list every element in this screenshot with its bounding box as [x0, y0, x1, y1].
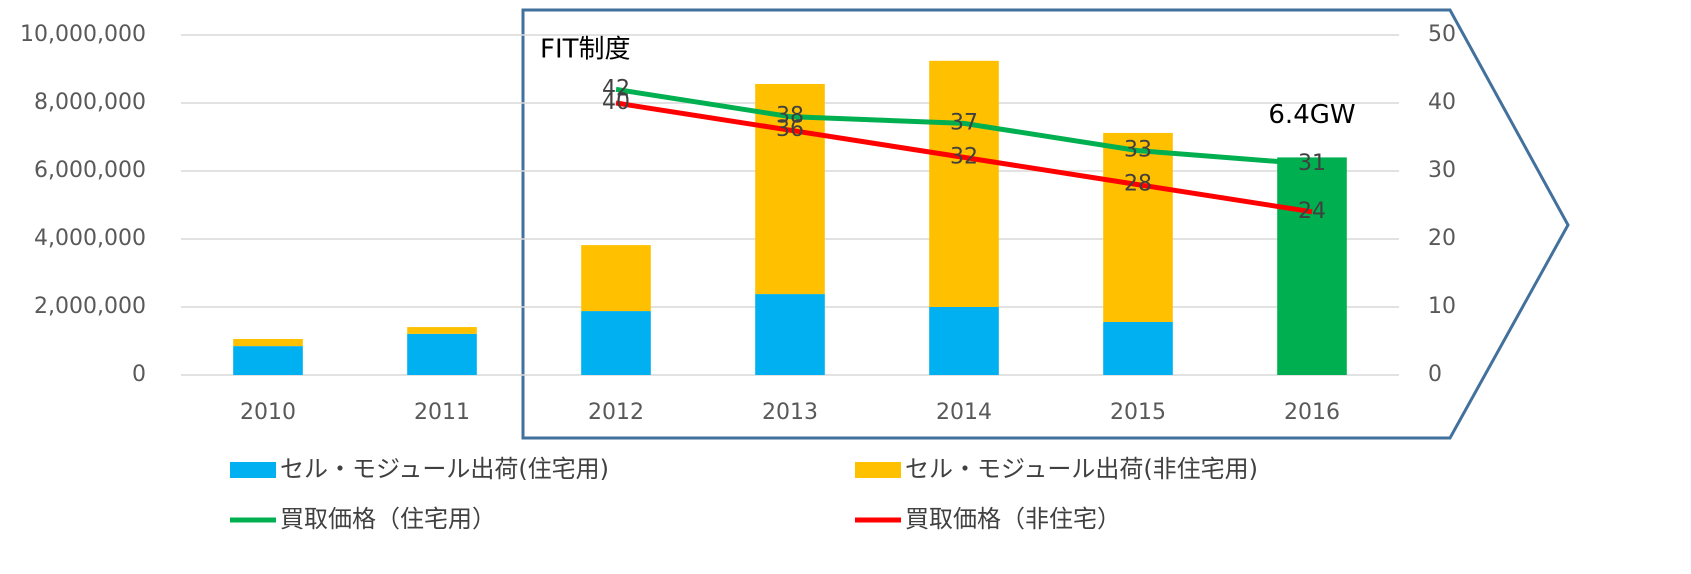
- y2-tick-label: 20: [1428, 226, 1456, 251]
- bar: [1103, 321, 1173, 375]
- y-tick-label: 4,000,000: [34, 226, 146, 251]
- data-label: 31: [1298, 151, 1326, 176]
- y2-tick-label: 10: [1428, 294, 1456, 319]
- legend-swatch: [855, 462, 901, 478]
- bar: [407, 333, 477, 375]
- bar: [233, 338, 303, 347]
- data-label: 36: [776, 117, 804, 142]
- data-label: 40: [602, 90, 630, 115]
- x-tick-label: 2012: [588, 400, 644, 425]
- y-tick-label: 10,000,000: [20, 22, 146, 47]
- y-tick-label: 6,000,000: [34, 158, 146, 183]
- data-label: 37: [950, 110, 978, 135]
- y2-tick-label: 0: [1428, 362, 1442, 387]
- bar: [1103, 132, 1173, 322]
- bar: [581, 311, 651, 375]
- legend-swatch: [230, 462, 276, 478]
- bar: [1277, 157, 1347, 375]
- data-label: 32: [950, 144, 978, 169]
- y-tick-label: 8,000,000: [34, 90, 146, 115]
- legend-label: 買取価格（非住宅）: [905, 505, 1121, 533]
- bar: [755, 294, 825, 375]
- x-tick-label: 2015: [1110, 400, 1166, 425]
- line: [615, 100, 1313, 215]
- y-tick-label: 2,000,000: [34, 294, 146, 319]
- data-label: 24: [1298, 199, 1326, 224]
- bar: [233, 346, 303, 375]
- data-label: 33: [1124, 138, 1152, 163]
- bar: [407, 327, 477, 334]
- x-tick-label: 2011: [414, 400, 470, 425]
- data-label: 6.4GW: [1268, 100, 1355, 130]
- line: [615, 86, 1313, 167]
- x-tick-label: 2014: [936, 400, 992, 425]
- x-tick-label: 2010: [240, 400, 296, 425]
- data-label: 28: [1124, 172, 1152, 197]
- bar: [929, 60, 999, 308]
- annotation: FIT制度: [540, 35, 631, 65]
- bar: [581, 245, 651, 312]
- y2-tick-label: 40: [1428, 90, 1456, 115]
- fit-frame: [521, 8, 1570, 440]
- y-tick-label: 0: [132, 362, 146, 387]
- y2-tick-label: 50: [1428, 22, 1456, 47]
- legend-label: 買取価格（住宅用）: [280, 505, 496, 533]
- y2-tick-label: 30: [1428, 158, 1456, 183]
- x-tick-label: 2013: [762, 400, 818, 425]
- x-tick-label: 2016: [1284, 400, 1340, 425]
- legend-label: セル・モジュール出荷(非住宅用): [905, 455, 1258, 483]
- bar: [929, 307, 999, 375]
- data-label: 42: [602, 76, 630, 101]
- data-label: 38: [776, 104, 804, 129]
- legend-label: セル・モジュール出荷(住宅用): [280, 455, 609, 483]
